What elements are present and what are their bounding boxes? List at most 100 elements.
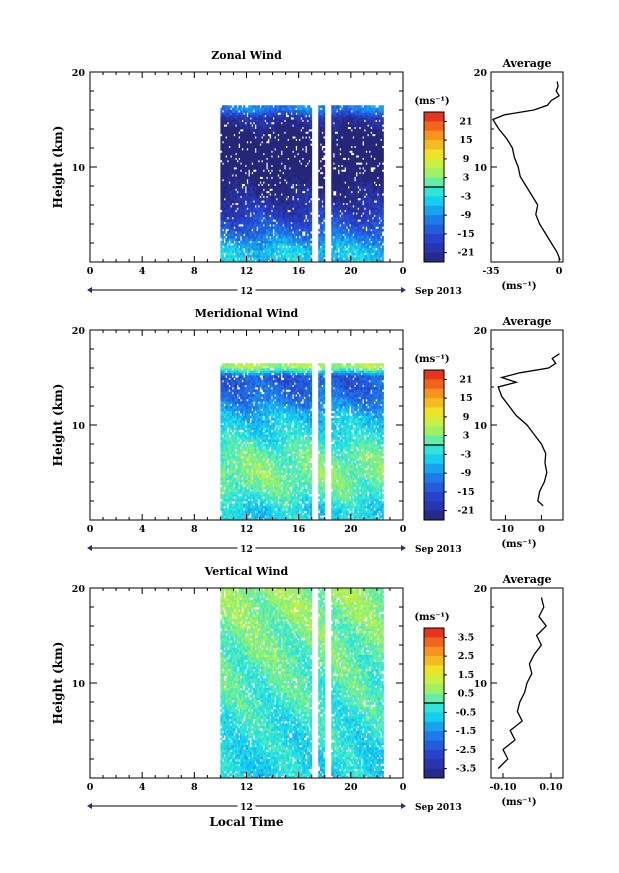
heatmap-cell <box>242 250 244 253</box>
heatmap-cell <box>233 174 235 177</box>
heatmap-cell <box>261 212 263 215</box>
heatmap-cell <box>261 169 263 172</box>
heatmap-cell <box>271 205 273 208</box>
heatmap-cell <box>251 169 253 172</box>
heatmap-cell <box>282 131 284 134</box>
heatmap-cell <box>250 162 252 165</box>
heatmap-cell <box>243 122 245 125</box>
panel-1: Zonal Wind0 4 8 12 16 20 02010Height (km)12 Sep… <box>51 49 563 297</box>
heatmap-cell <box>266 184 268 187</box>
figure: Zonal Wind0 4 8 12 16 20 02010Height (km)12 Sep… <box>0 0 619 873</box>
heatmap-cell <box>253 127 255 130</box>
heatmap-cell <box>229 155 231 158</box>
heatmap-cell <box>243 105 245 108</box>
heatmap-cell <box>237 146 239 149</box>
heatmap-cell <box>276 250 278 253</box>
heatmap-cell <box>264 191 266 194</box>
heatmap-cell <box>276 155 278 158</box>
heatmap-cell <box>243 200 245 203</box>
heatmap-cell <box>238 129 240 132</box>
heatmap-cell <box>237 224 239 227</box>
heatmap-cell <box>250 124 252 127</box>
heatmap-cell <box>220 179 222 182</box>
heatmap-cell <box>268 257 270 260</box>
heatmap-cell <box>250 229 252 232</box>
heatmap-cell <box>271 105 273 108</box>
heatmap-cell <box>273 136 275 139</box>
heatmap-cell <box>245 141 247 144</box>
heatmap-cell <box>269 122 271 125</box>
heatmap-cell <box>227 146 229 149</box>
heatmap-cell <box>222 198 224 201</box>
heatmap-cell <box>245 179 247 182</box>
heatmap-cell <box>277 169 279 172</box>
heatmap-cell <box>258 143 260 146</box>
heatmap-cell <box>269 150 271 153</box>
heatmap-cell <box>260 160 262 163</box>
heatmap-cell <box>242 234 244 237</box>
heatmap-cell <box>256 205 258 208</box>
heatmap-cell <box>274 255 276 258</box>
heatmap-cell <box>264 141 266 144</box>
heatmap-cell <box>263 120 265 123</box>
heatmap-cell <box>261 196 263 199</box>
heatmap-cell <box>266 169 268 172</box>
heatmap-cell <box>266 134 268 137</box>
heatmap-cell <box>274 236 276 239</box>
heatmap-cell <box>233 203 235 206</box>
heatmap-cell <box>261 153 263 156</box>
heatmap-cell <box>233 188 235 191</box>
heatmap-cell <box>271 131 273 134</box>
heatmap-cell <box>277 255 279 258</box>
heatmap-cell <box>233 124 235 127</box>
heatmap-cell <box>232 226 234 229</box>
heatmap-cell <box>243 253 245 256</box>
heatmap-cell <box>220 110 222 113</box>
heatmap-cells <box>220 105 383 262</box>
heatmap-cell <box>260 184 262 187</box>
heatmap-cell <box>235 207 237 210</box>
heatmap-cell <box>253 124 255 127</box>
heatmap-cell <box>222 253 224 256</box>
heatmap-cell <box>233 153 235 156</box>
heatmap-cell <box>235 160 237 163</box>
heatmap-cell <box>282 120 284 123</box>
heatmap-cell <box>222 241 224 244</box>
heatmap-cell <box>261 217 263 220</box>
heatmap-cell <box>230 217 232 220</box>
heatmap-cell <box>220 245 222 248</box>
heatmap-cell <box>281 224 283 227</box>
heatmap-cell <box>274 222 276 225</box>
heatmap-cell <box>260 200 262 203</box>
heatmap-cell <box>279 162 281 165</box>
heatmap-cell <box>276 134 278 137</box>
heatmap-cell <box>268 215 270 218</box>
heatmap-cell <box>242 248 244 251</box>
heatmap-cell <box>276 174 278 177</box>
heatmap-cell <box>271 231 273 234</box>
heatmap-cell <box>258 105 260 108</box>
heatmap-cell <box>264 167 266 170</box>
heatmap-cell <box>229 205 231 208</box>
heatmap-cell <box>237 131 239 134</box>
heatmap-cell <box>248 122 250 125</box>
heatmap-cell <box>220 229 222 232</box>
heatmap-cell <box>264 196 266 199</box>
heatmap-cell <box>240 105 242 108</box>
heatmap-cell <box>261 250 263 253</box>
heatmap-cell <box>235 105 237 108</box>
heatmap-cell <box>282 167 284 170</box>
heatmap-cell <box>225 243 227 246</box>
heatmap-cell <box>268 127 270 130</box>
heatmap-cell <box>282 179 284 182</box>
heatmap-cell <box>230 174 232 177</box>
heatmap-cell <box>222 234 224 237</box>
heatmap-cell <box>222 222 224 225</box>
heatmap-cell <box>279 153 281 156</box>
heatmap-cell <box>225 217 227 220</box>
heatmap-cell <box>269 155 271 158</box>
heatmap-cell <box>233 158 235 161</box>
heatmap-cell <box>237 158 239 161</box>
heatmap-cell <box>264 236 266 239</box>
heatmap-cell <box>261 224 263 227</box>
